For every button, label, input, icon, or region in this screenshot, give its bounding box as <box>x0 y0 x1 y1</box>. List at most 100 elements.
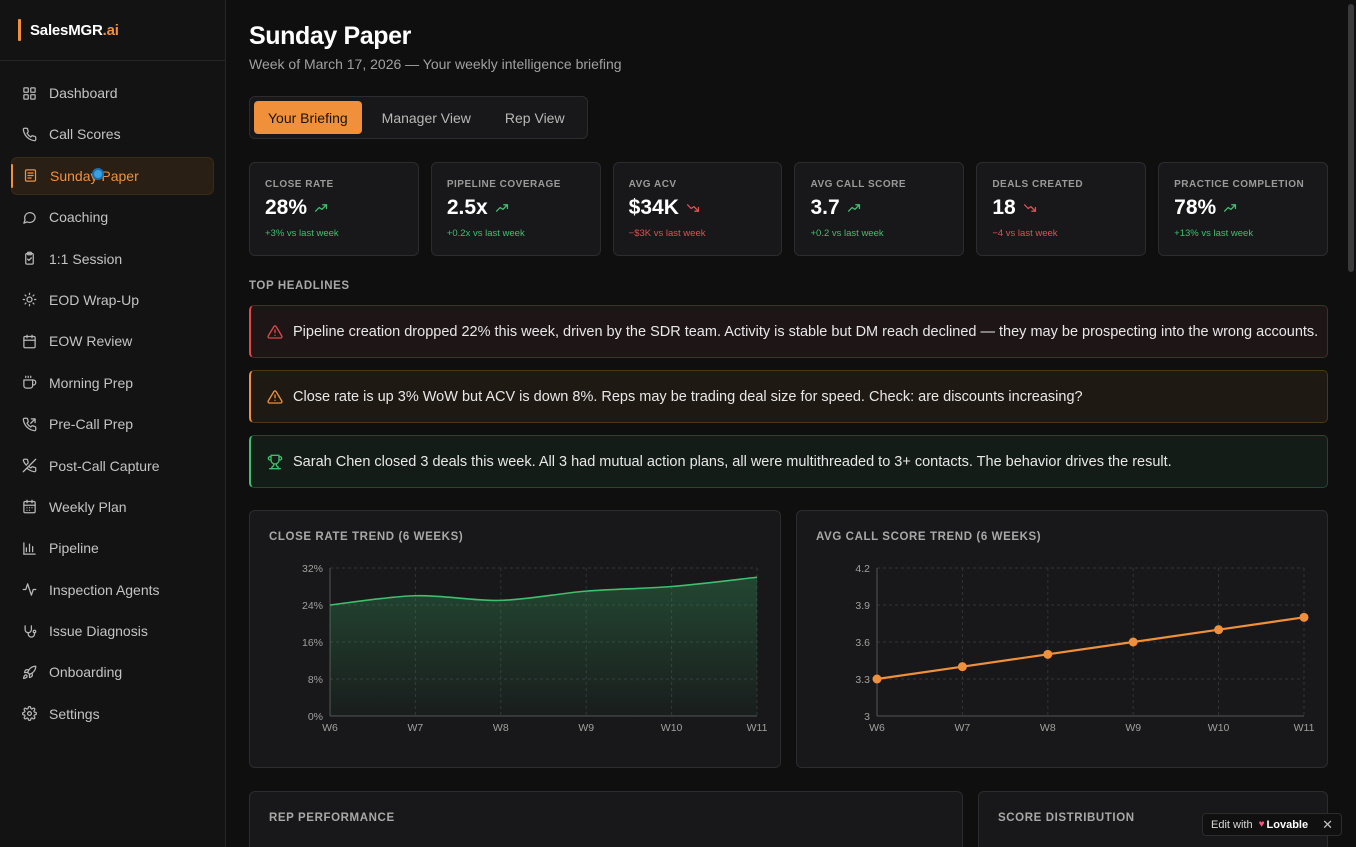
sun-icon <box>22 293 37 307</box>
kpi-delta: +0.2x vs last week <box>446 228 525 239</box>
headline-critical[interactable]: Pipeline creation dropped 22% this week,… <box>249 305 1328 358</box>
area-fill <box>330 577 757 716</box>
y-tick-label: 3.9 <box>855 600 870 612</box>
x-tick-label: W8 <box>1040 722 1056 734</box>
alert-triangle-icon <box>267 325 283 339</box>
x-tick-label: W11 <box>747 722 768 734</box>
call-score-trend-card: AVG CALL SCORE TREND (6 WEEKS) 3 3.3 3.6 3.… <box>796 510 1328 768</box>
headline-win[interactable]: Sarah Chen closed 3 deals this week. All… <box>249 435 1328 488</box>
y-tick-label: 4.2 <box>855 563 870 575</box>
sidebar-item-label: 1:1 Session <box>49 250 123 267</box>
page-subtitle: Week of March 17, 2026 — Your weekly int… <box>249 56 622 72</box>
x-tick-label: W10 <box>661 722 683 734</box>
headline-text: Pipeline creation dropped 22% this week,… <box>293 323 1319 340</box>
data-point[interactable] <box>872 674 882 684</box>
sidebar-item-label: Inspection Agents <box>49 581 160 598</box>
sidebar-item-label: Weekly Plan <box>49 498 127 515</box>
sidebar-item-pre-call-prep[interactable]: Pre-Call Prep <box>11 405 214 443</box>
y-tick-label: 16% <box>302 637 323 649</box>
sidebar-item-inspection-agents[interactable]: Inspection Agents <box>11 571 214 609</box>
mouse-cursor-icon <box>92 167 104 180</box>
phone-outgoing-icon <box>22 417 37 431</box>
sidebar-item-weekly-plan[interactable]: Weekly Plan <box>11 488 214 526</box>
sidebar-item-label: Onboarding <box>49 664 123 681</box>
trending-up-icon <box>314 204 328 212</box>
sidebar-item-label: Call Scores <box>49 126 121 143</box>
sidebar-item-label: Dashboard <box>49 85 118 101</box>
tab-your-briefing[interactable]: Your Briefing <box>254 101 362 134</box>
sidebar-item-morning-prep[interactable]: Morning Prep <box>11 364 214 402</box>
newspaper-icon <box>24 169 37 183</box>
sidebar-item-call-scores[interactable]: Call Scores <box>11 115 214 153</box>
sidebar-item-pipeline[interactable]: Pipeline <box>11 529 214 567</box>
top-headlines-label: TOP HEADLINES <box>249 280 350 292</box>
sidebar-item-issue-diagnosis[interactable]: Issue Diagnosis <box>11 612 214 650</box>
trending-down-icon <box>1023 204 1036 212</box>
sidebar-item-post-call-capture[interactable]: Post-Call Capture <box>11 447 214 485</box>
page-title: Sunday Paper <box>249 22 411 50</box>
sidebar-item-eod-wrap-up[interactable]: EOD Wrap-Up <box>11 281 214 319</box>
x-tick-label: W11 <box>1294 722 1315 734</box>
y-tick-label: 0% <box>308 711 323 723</box>
kpi-value: 3.7 <box>810 196 840 219</box>
kpi-delta: +0.2 vs last week <box>810 228 884 239</box>
data-point[interactable] <box>1128 637 1138 647</box>
view-tabs: Your Briefing Manager View Rep View <box>249 96 588 139</box>
kpi-value: 2.5x <box>446 196 488 219</box>
sidebar-item-dashboard[interactable]: Dashboard <box>11 74 214 112</box>
edit-with-lovable-badge[interactable]: Edit with ♥ Lovable ✕ <box>1202 813 1342 836</box>
message-circle-icon <box>23 211 36 224</box>
kpi-value: $34K <box>628 196 679 219</box>
sidebar-item-label: Pipeline <box>49 540 99 557</box>
scrollbar[interactable] <box>1348 4 1354 272</box>
logo-accent-bar <box>18 19 21 41</box>
alert-triangle-icon <box>267 390 283 404</box>
gear-icon <box>22 706 37 722</box>
kpi-delta: +13% vs last week <box>1174 228 1254 239</box>
call-score-trend-chart: 3 3.3 3.6 3.9 4.2 W6 W7 W8 W9 W10 W11 <box>855 563 1315 734</box>
data-point[interactable] <box>1299 612 1309 622</box>
sidebar-item-label: Pre-Call Prep <box>49 416 134 433</box>
phone-icon <box>22 127 37 142</box>
sidebar-item-eow-review[interactable]: EOW Review <box>11 322 214 360</box>
kpi-label: AVG CALL SCORE <box>810 179 907 190</box>
trending-up-icon <box>495 204 508 212</box>
kpi-delta: −$3K vs last week <box>628 228 706 239</box>
kpi-label: CLOSE RATE <box>265 179 334 190</box>
calendar-days-icon <box>23 500 36 514</box>
kpi-delta: +3% vs last week <box>265 228 339 239</box>
sidebar: SalesMGR.ai Dashboard Call Scores Sunday P… <box>0 0 226 847</box>
kpi-value: 28% <box>265 196 308 219</box>
sidebar-item-coaching[interactable]: Coaching <box>11 198 214 236</box>
tab-manager-view[interactable]: Manager View <box>381 109 471 126</box>
tab-rep-view[interactable]: Rep View <box>504 109 565 126</box>
headline-warning[interactable]: Close rate is up 3% WoW but ACV is down … <box>249 370 1328 423</box>
sidebar-item-sunday-paper[interactable]: Sunday Paper <box>11 156 214 195</box>
trophy-icon <box>267 454 283 470</box>
close-icon[interactable]: ✕ <box>1322 817 1333 832</box>
kpi-value: 18 <box>992 196 1016 219</box>
sidebar-item-1-1-session[interactable]: 1:1 Session <box>11 240 214 278</box>
y-tick-label: 3.6 <box>855 637 870 649</box>
sidebar-item-onboarding[interactable]: Onboarding <box>11 653 214 691</box>
trending-up-icon <box>1224 204 1237 212</box>
sidebar-item-label: EOD Wrap-Up <box>49 291 139 308</box>
series-line <box>329 576 758 606</box>
data-point[interactable] <box>1043 649 1053 659</box>
data-point[interactable] <box>957 662 967 672</box>
heart-icon: ♥ <box>1258 819 1265 830</box>
kpi-card-close-rate: CLOSE RATE 28% +3% vs last week <box>249 162 419 256</box>
bar-chart-icon <box>23 542 36 555</box>
rep-performance-card: REP PERFORMANCE <box>249 791 963 847</box>
kpi-card-avg-acv: AVG ACV $34K −$3K vs last week <box>612 162 783 256</box>
trending-down-icon <box>686 204 699 212</box>
kpi-card-practice-completion: PRACTICE COMPLETION 78% +13% vs last week <box>1158 162 1328 256</box>
coffee-icon <box>23 375 37 389</box>
data-point[interactable] <box>1214 625 1224 635</box>
headline-text: Sarah Chen closed 3 deals this week. All… <box>293 453 1172 470</box>
sidebar-item-settings[interactable]: Settings <box>11 695 214 733</box>
logo[interactable]: SalesMGR.ai <box>0 0 225 61</box>
logo-text: SalesMGR.ai <box>30 21 119 39</box>
kpi-label: PIPELINE COVERAGE <box>446 179 561 190</box>
sidebar-nav: Dashboard Call Scores Sunday Paper Coaching… <box>0 61 225 733</box>
